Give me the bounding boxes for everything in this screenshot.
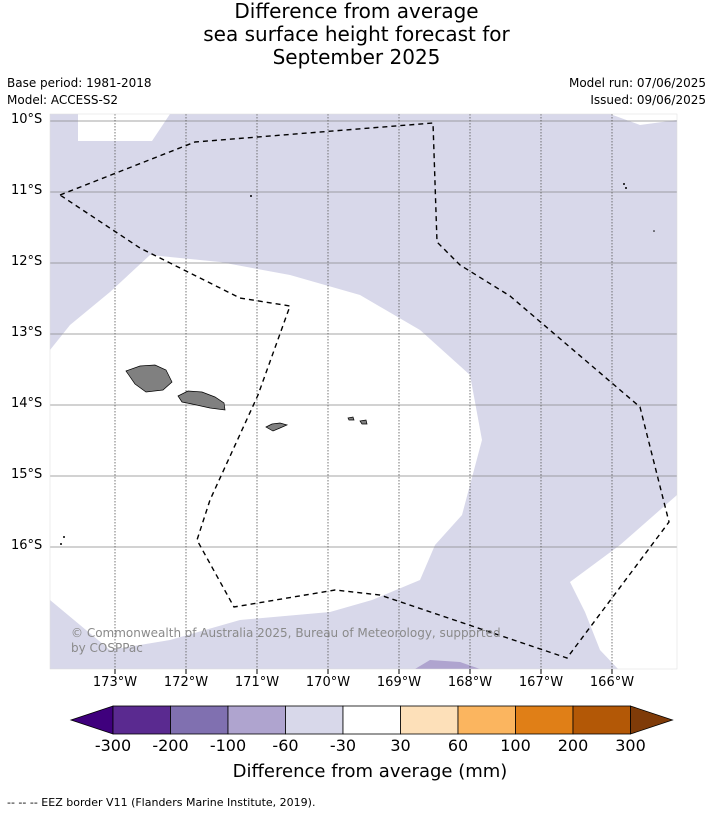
x-ticks bbox=[114, 669, 613, 674]
lon-label-166w: 166°W bbox=[589, 675, 635, 690]
colorbar-segment bbox=[227, 705, 286, 735]
near-average-region-se bbox=[570, 495, 677, 669]
copyright-credit: © Commonwealth of Australia 2025, Bureau… bbox=[71, 626, 501, 655]
colorbar-tick-label: 30 bbox=[390, 736, 411, 755]
title-line-2: sea surface height forecast for bbox=[203, 22, 510, 46]
lon-label-169w: 169°W bbox=[376, 675, 422, 690]
colorbar bbox=[69, 705, 674, 735]
colorbar-segment bbox=[342, 705, 401, 735]
map-frame bbox=[49, 113, 678, 670]
title-line-3: September 2025 bbox=[272, 45, 441, 69]
island-upolu bbox=[177, 390, 226, 411]
colorbar-tick-label: -300 bbox=[94, 736, 132, 755]
island-tokelau-1 bbox=[623, 183, 625, 185]
lon-label-167w: 167°W bbox=[518, 675, 564, 690]
island-swains bbox=[250, 195, 252, 197]
near-average-region-ne bbox=[610, 114, 677, 125]
colorbar-tick-label: 300 bbox=[615, 736, 646, 755]
lat-label-13s: 13°S bbox=[11, 325, 43, 340]
title-line-1: Difference from average bbox=[234, 0, 479, 23]
colorbar-tick-label: 200 bbox=[557, 736, 589, 755]
colorbar-segment bbox=[515, 705, 574, 735]
island-manua-2 bbox=[359, 419, 368, 425]
colorbar-segment bbox=[400, 705, 459, 735]
colorbar-title: Difference from average (mm) bbox=[232, 761, 508, 782]
lat-label-10s: 10°S bbox=[11, 112, 43, 127]
anomaly-patch-darker bbox=[415, 660, 480, 669]
island-savaii bbox=[125, 364, 173, 393]
island-tokelau-2 bbox=[625, 187, 627, 189]
island-wallis bbox=[60, 543, 62, 545]
colorbar-tick-label: 60 bbox=[447, 736, 469, 755]
graticule bbox=[50, 120, 677, 548]
meta-right: Model run: 07/06/2025 Issued: 09/06/2025 bbox=[569, 75, 706, 109]
colorbar-arrow-low bbox=[69, 705, 114, 735]
colorbar-tick-label: -60 bbox=[272, 736, 299, 755]
eez-legend: -- -- -- EEZ border V11 (Flanders Marine… bbox=[7, 796, 316, 809]
colorbar-tick-label: 100 bbox=[500, 736, 531, 755]
lat-label-15s: 15°S bbox=[11, 467, 43, 482]
colorbar-segment bbox=[112, 705, 171, 735]
lat-label-14s: 14°S bbox=[11, 396, 43, 411]
lat-label-16s: 16°S bbox=[11, 538, 43, 553]
island-manua-1 bbox=[347, 416, 355, 421]
eez-border-samoa bbox=[58, 122, 670, 659]
colorbar-segment bbox=[285, 705, 344, 735]
colorbar-tick-label: -100 bbox=[209, 736, 247, 755]
near-average-region bbox=[50, 255, 482, 650]
lon-label-171w: 171°W bbox=[234, 675, 280, 690]
lon-label-172w: 172°W bbox=[163, 675, 209, 690]
island-wallis-2 bbox=[63, 536, 65, 538]
issued-date: Issued: 09/06/2025 bbox=[590, 93, 706, 107]
island-tokelau-3 bbox=[653, 230, 655, 232]
lon-label-170w: 170°W bbox=[305, 675, 351, 690]
model-run: Model run: 07/06/2025 bbox=[568, 76, 706, 90]
colorbar-segment bbox=[457, 705, 516, 735]
map-title: Difference from average sea surface heig… bbox=[0, 0, 713, 69]
lon-label-168w: 168°W bbox=[447, 675, 493, 690]
colorbar-tick-label: -30 bbox=[329, 736, 357, 755]
colorbar-tick-label: -200 bbox=[152, 736, 189, 755]
lon-label-173w: 173°W bbox=[92, 675, 138, 690]
island-tutuila bbox=[265, 422, 289, 432]
colorbar-segment bbox=[572, 705, 631, 735]
base-period: Base period: 1981-2018 bbox=[7, 76, 152, 90]
model-name: Model: ACCESS-S2 bbox=[7, 93, 119, 107]
meta-left: Base period: 1981-2018 Model: ACCESS-S2 bbox=[7, 75, 152, 109]
lat-label-11s: 11°S bbox=[11, 183, 43, 198]
lat-label-12s: 12°S bbox=[11, 254, 43, 269]
colorbar-arrow-high bbox=[630, 705, 674, 735]
colorbar-segment bbox=[170, 705, 229, 735]
